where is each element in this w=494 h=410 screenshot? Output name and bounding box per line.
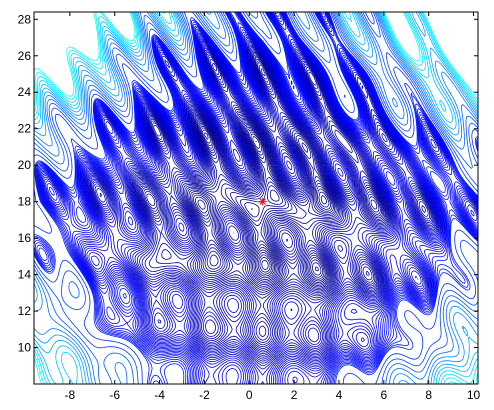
contour-level (39, 12, 478, 384)
contour-level (93, 51, 432, 356)
y-tick-label: 26 (18, 49, 32, 63)
y-tick-label: 24 (18, 85, 32, 99)
contour-level (144, 121, 381, 289)
contour-level (85, 40, 439, 384)
y-tick-label: 18 (18, 195, 32, 209)
contour-level (140, 62, 385, 344)
contour-level (34, 12, 478, 384)
contour-level (86, 42, 439, 384)
y-tick-label: 14 (18, 268, 32, 282)
contour-level (138, 58, 386, 348)
contour-level (96, 54, 429, 353)
contour-level (94, 53, 431, 355)
x-tick-label: 8 (425, 388, 432, 402)
contour-level (146, 122, 380, 287)
contour-level (137, 57, 387, 349)
contour-level (259, 256, 271, 273)
contour-level (34, 12, 478, 384)
y-tick-label: 16 (18, 231, 32, 245)
y-tick-label: 10 (18, 341, 32, 355)
contour-level (193, 127, 333, 282)
plot-frame (33, 11, 479, 385)
contour-level (261, 259, 269, 270)
x-tick-label: 6 (380, 388, 387, 402)
contour-level (34, 12, 478, 384)
contour-level (197, 132, 330, 279)
y-tick-label: 20 (18, 158, 32, 172)
x-axis: -8 -6 -4 -2 0 2 4 6 8 10 (65, 12, 481, 402)
contour-level (34, 12, 478, 384)
contour-level (87, 43, 438, 384)
contour-level (139, 60, 386, 346)
contour-level (34, 12, 478, 384)
contour-level (255, 140, 273, 275)
contour-level (88, 45, 436, 367)
contour-level (34, 12, 478, 384)
x-tick-label: -8 (65, 388, 76, 402)
x-tick-label: 0 (246, 388, 253, 402)
contour-level (190, 124, 378, 285)
contour-level (191, 125, 334, 284)
contour-level (34, 12, 478, 384)
contour-level (34, 12, 478, 384)
contour-level (90, 48, 435, 362)
contour-level (46, 38, 478, 384)
contour-level (92, 50, 433, 358)
x-tick-label: 2 (291, 388, 298, 402)
y-tick-label: 22 (18, 122, 32, 136)
contour-level (44, 12, 478, 384)
contour-level (195, 129, 331, 280)
x-tick-label: 10 (467, 388, 481, 402)
contour-level (34, 12, 478, 384)
minimum-marker-layer (258, 197, 267, 206)
y-tick-label: 28 (18, 12, 32, 26)
contour-level (89, 47, 436, 364)
contour-lines (34, 12, 478, 384)
x-tick-label: 4 (336, 388, 343, 402)
contour-level (91, 49, 434, 360)
y-tick-label: 12 (18, 304, 32, 318)
contour-level (252, 135, 328, 277)
y-axis: 10 12 14 16 18 20 22 24 26 28 (18, 12, 478, 355)
contour-level (34, 12, 478, 384)
minimum-marker (258, 197, 267, 206)
contour-level (88, 44, 437, 370)
contour-level (99, 55, 426, 351)
x-tick-label: -2 (199, 388, 210, 402)
contour-level (41, 12, 478, 384)
x-tick-label: -6 (109, 388, 120, 402)
contour-level (34, 12, 478, 384)
contour-level (49, 39, 475, 384)
x-tick-label: -4 (154, 388, 165, 402)
contour-level (141, 64, 384, 341)
contour-level (143, 68, 382, 337)
